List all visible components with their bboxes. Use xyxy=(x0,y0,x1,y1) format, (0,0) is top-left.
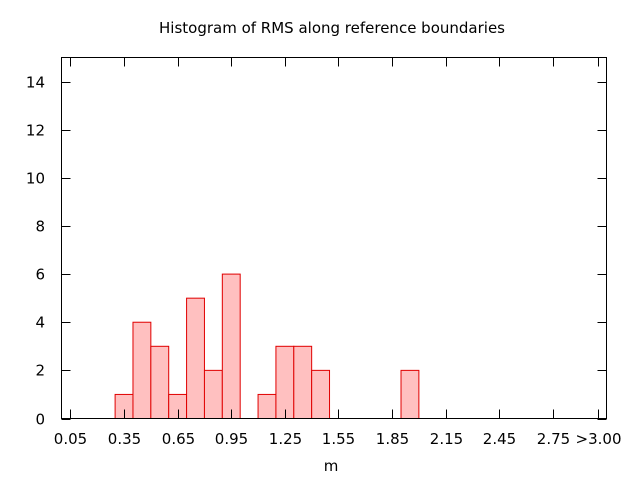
x-tick-label: 1.55 xyxy=(322,430,355,448)
y-tick-label: 4 xyxy=(35,314,45,332)
histogram-bar xyxy=(168,393,188,419)
x-tick-label: >3.00 xyxy=(576,430,622,448)
y-tick-label: 10 xyxy=(26,170,45,188)
y-tick-label: 14 xyxy=(26,74,45,92)
chart-title: Histogram of RMS along reference boundar… xyxy=(159,19,505,37)
x-tick-label: 0.95 xyxy=(215,430,248,448)
histogram-bar xyxy=(132,321,152,420)
histogram-bar xyxy=(150,345,170,419)
histogram-bar xyxy=(186,297,205,419)
x-axis-label: m xyxy=(324,457,339,475)
x-tick-label: 1.85 xyxy=(376,430,409,448)
histogram-bar xyxy=(400,369,420,420)
y-tick-label: 8 xyxy=(35,218,45,236)
x-tick-label: 2.15 xyxy=(430,430,463,448)
x-tick-label: 2.75 xyxy=(537,430,570,448)
y-tick-label: 2 xyxy=(35,362,45,380)
histogram-bar xyxy=(311,369,331,420)
histogram-bar xyxy=(293,345,313,419)
plot-frame xyxy=(61,57,607,419)
x-tick-label: 0.35 xyxy=(108,430,141,448)
histogram-bar xyxy=(257,393,277,419)
y-tick-label: 0 xyxy=(35,411,45,429)
ticks-group: 0 2 4 6 8 10 12 14 0.05 0.35 0.65 0.95 1.25 1.55 1.85 2… xyxy=(26,57,622,448)
bars-group xyxy=(114,273,420,420)
histogram-bar xyxy=(275,345,295,419)
histogram-bar xyxy=(203,369,223,420)
y-tick-label: 12 xyxy=(26,122,45,140)
x-tick-label: 1.25 xyxy=(269,430,302,448)
y-tick-label: 6 xyxy=(35,266,45,284)
x-tick-label: 0.65 xyxy=(162,430,195,448)
x-tick-label: 2.45 xyxy=(483,430,516,448)
histogram-bar xyxy=(221,273,241,419)
x-tick-label: 0.05 xyxy=(54,430,87,448)
